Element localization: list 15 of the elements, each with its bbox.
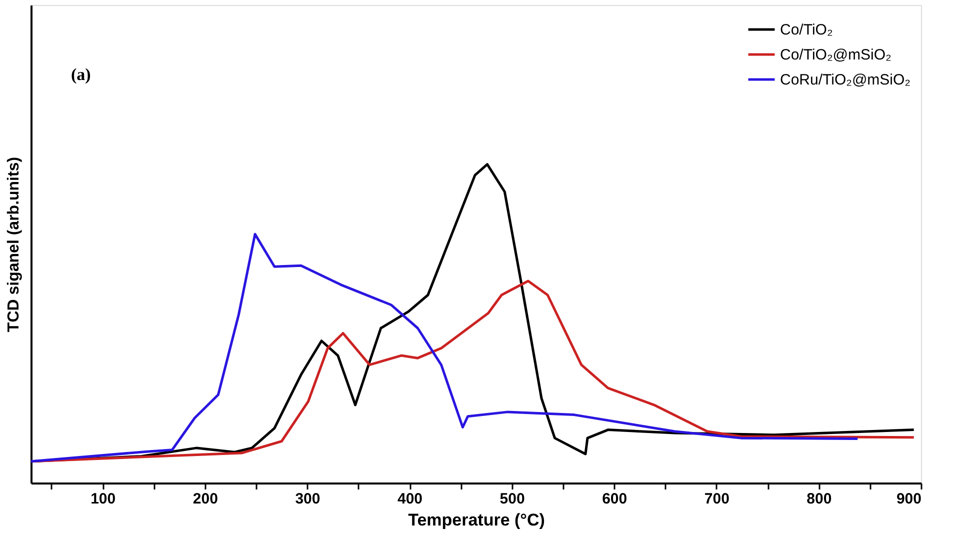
y-axis-title: TCD siganel (arb.units) [6,156,22,332]
x-tick-label: 300 [295,490,320,508]
x-tick-label: 800 [806,490,832,508]
x-tick-label: 100 [90,490,116,508]
x-axis-title: Temperature (°C) [408,510,545,530]
x-tick-label: 900 [896,490,922,508]
x-tick-label: 500 [500,490,525,508]
legend-label: CoRu/TiO₂@mSiO₂ [780,72,911,88]
x-tick-label: 600 [602,490,628,508]
x-tick-label: 400 [397,490,423,508]
legend-label: Co/TiO₂@mSiO₂ [780,46,892,64]
x-tick-label: 200 [192,490,218,508]
legend-label: Co/TiO₂ [780,22,833,38]
text: (a) [71,65,91,84]
x-tick-label: 700 [704,490,730,508]
